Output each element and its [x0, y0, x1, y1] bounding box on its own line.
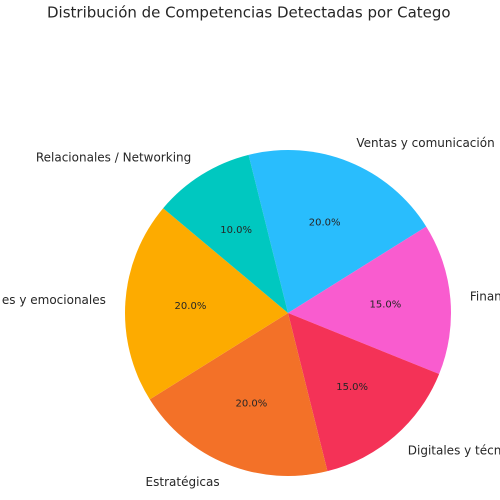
- pie-slice: [288, 226, 451, 375]
- slice-label: Ventas y comunicación: [356, 136, 494, 150]
- slice-label: Finan: [470, 290, 500, 304]
- pie-slice: [149, 313, 328, 476]
- slice-percent: 20.0%: [309, 217, 341, 228]
- pie-slice: [288, 313, 440, 472]
- pie-slice: [248, 150, 427, 313]
- slice-label: Relacionales / Networking: [36, 151, 191, 165]
- chart-title: Distribución de Competencias Detectadas …: [47, 4, 451, 22]
- slice-percent: 15.0%: [336, 382, 368, 393]
- slice-label: es y emocionales: [2, 293, 106, 307]
- pie-slice: [124, 208, 288, 400]
- slice-percent: 15.0%: [370, 299, 402, 310]
- pie-slice: [163, 154, 288, 313]
- slice-label: Digitales y técn: [408, 443, 500, 457]
- slice-percent: 20.0%: [175, 301, 207, 312]
- slice-label: Estratégicas: [146, 475, 220, 489]
- slice-percent: 10.0%: [220, 225, 252, 236]
- slice-percent: 20.0%: [235, 399, 267, 410]
